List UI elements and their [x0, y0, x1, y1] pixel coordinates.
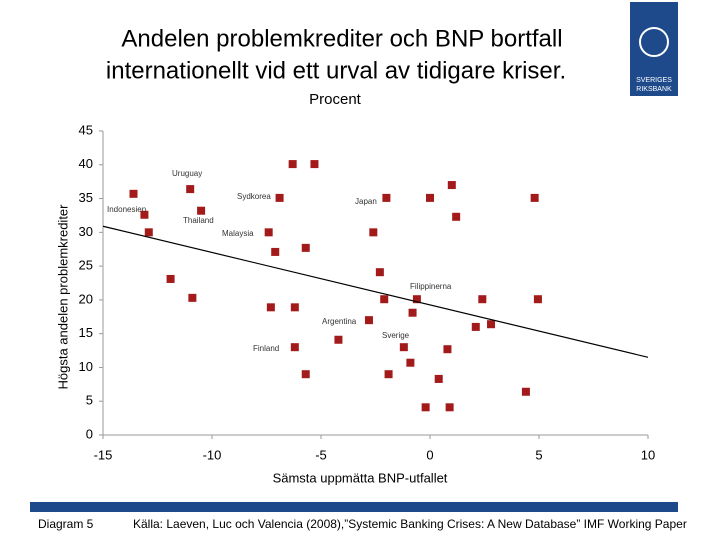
point — [264, 228, 273, 237]
point — [334, 335, 343, 344]
x-tick-label: -5 — [315, 447, 327, 462]
x-tick-label: -15 — [94, 447, 113, 462]
point — [434, 374, 443, 383]
point-annotation: Thailand — [183, 216, 214, 225]
point — [445, 403, 454, 412]
x-tick-label: 0 — [426, 447, 433, 462]
point — [533, 295, 542, 304]
point — [301, 370, 310, 379]
y-tick-label: 0 — [86, 426, 93, 441]
x-tick-label: -10 — [203, 447, 222, 462]
point-annotation: Malaysia — [222, 229, 254, 238]
point — [443, 345, 452, 354]
trend-line — [102, 225, 649, 358]
logo-emblem — [639, 27, 669, 57]
point — [406, 358, 415, 367]
point — [271, 247, 280, 256]
logo-box — [630, 2, 678, 96]
point — [129, 189, 138, 198]
y-tick-label: 30 — [79, 224, 93, 239]
y-tick-label: 35 — [79, 190, 93, 205]
point — [530, 193, 539, 202]
point-annotation: Finland — [253, 344, 279, 353]
y-axis-label: Högsta andelen problemkrediter — [55, 204, 70, 390]
point — [399, 343, 408, 352]
y-tick-label: 10 — [79, 359, 93, 374]
point-annotation: Indonesien — [107, 205, 146, 214]
point — [266, 303, 275, 312]
title-line: Andelen problemkrediter och BNP bortfall — [121, 25, 562, 52]
point — [186, 185, 195, 194]
y-tick-label: 45 — [79, 122, 93, 137]
y-tick-label: 40 — [79, 156, 93, 171]
point — [364, 316, 373, 325]
x-tick-label: 5 — [535, 447, 542, 462]
point — [301, 243, 310, 252]
point — [197, 206, 206, 215]
subtitle: Procent — [309, 91, 362, 108]
title-line: internationellt vid ett urval av tidigar… — [106, 57, 566, 84]
y-tick-label: 5 — [86, 393, 93, 408]
point — [369, 228, 378, 237]
logo-text: RIKSBANK — [636, 86, 672, 93]
point — [426, 193, 434, 202]
footer-source: Källa: Laeven, Luc och Valencia (2008),”… — [133, 517, 687, 531]
point — [275, 193, 284, 202]
point — [408, 308, 417, 317]
point — [382, 193, 391, 202]
point — [140, 210, 149, 219]
point — [310, 160, 319, 169]
footer-bar — [30, 502, 678, 512]
point — [380, 295, 389, 304]
point — [290, 343, 299, 352]
point — [447, 181, 456, 190]
point — [288, 160, 297, 169]
logo-text: SVERIGES — [636, 77, 672, 84]
point — [188, 293, 197, 302]
y-tick-label: 15 — [79, 325, 93, 340]
point — [290, 303, 299, 312]
point — [487, 320, 496, 329]
point-annotation: Uruguay — [172, 169, 202, 178]
point-annotation: Sydkorea — [237, 192, 271, 201]
y-tick-label: 25 — [79, 258, 93, 273]
point-annotation: Japan — [355, 197, 377, 206]
logo: SVERIGES RIKSBANK — [630, 2, 678, 96]
y-tick-label: 20 — [79, 291, 93, 306]
point — [471, 322, 480, 331]
point — [144, 228, 153, 237]
point-annotation: Filippinerna — [410, 282, 452, 291]
x-axis-label: Sämsta uppmätta BNP-utfallet — [273, 470, 448, 485]
point — [166, 274, 175, 283]
point-annotation: Sverige — [382, 331, 410, 340]
point-annotation: Argentina — [322, 317, 357, 326]
point — [521, 387, 530, 396]
point — [384, 370, 393, 379]
x-tick-label: 10 — [641, 447, 655, 462]
point — [452, 212, 461, 221]
point — [478, 295, 487, 304]
point — [375, 268, 384, 277]
point — [421, 403, 430, 412]
footer-label: Diagram 5 — [38, 517, 94, 531]
point — [412, 295, 421, 304]
